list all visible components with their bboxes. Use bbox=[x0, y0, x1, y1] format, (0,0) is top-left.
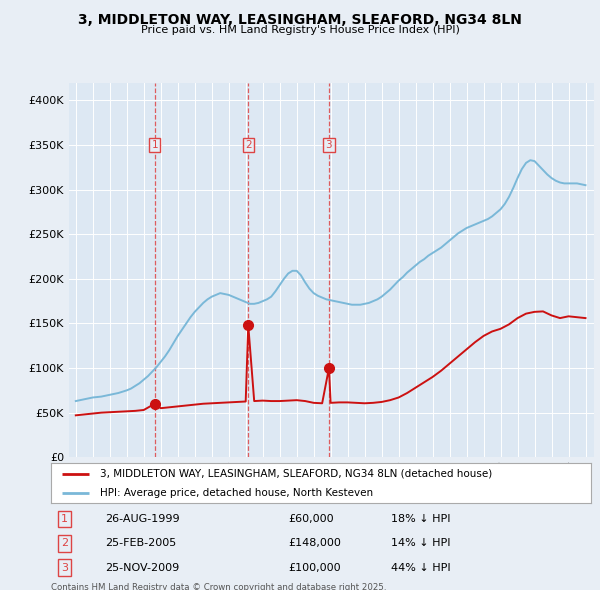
Text: £60,000: £60,000 bbox=[289, 514, 334, 525]
Text: £148,000: £148,000 bbox=[289, 539, 341, 548]
Text: 2: 2 bbox=[245, 140, 251, 150]
Text: 25-FEB-2005: 25-FEB-2005 bbox=[105, 539, 176, 548]
Text: 25-NOV-2009: 25-NOV-2009 bbox=[105, 562, 179, 572]
Text: 1: 1 bbox=[151, 140, 158, 150]
Text: HPI: Average price, detached house, North Kesteven: HPI: Average price, detached house, Nort… bbox=[100, 488, 373, 497]
Text: 2: 2 bbox=[61, 539, 68, 548]
Text: 26-AUG-1999: 26-AUG-1999 bbox=[105, 514, 179, 525]
Text: £100,000: £100,000 bbox=[289, 562, 341, 572]
Text: 44% ↓ HPI: 44% ↓ HPI bbox=[391, 562, 451, 572]
Text: 3: 3 bbox=[326, 140, 332, 150]
Text: 3, MIDDLETON WAY, LEASINGHAM, SLEAFORD, NG34 8LN: 3, MIDDLETON WAY, LEASINGHAM, SLEAFORD, … bbox=[78, 13, 522, 27]
Text: 3, MIDDLETON WAY, LEASINGHAM, SLEAFORD, NG34 8LN (detached house): 3, MIDDLETON WAY, LEASINGHAM, SLEAFORD, … bbox=[100, 469, 492, 479]
Text: Contains HM Land Registry data © Crown copyright and database right 2025.
This d: Contains HM Land Registry data © Crown c… bbox=[51, 583, 386, 590]
Text: 3: 3 bbox=[61, 562, 68, 572]
Text: Price paid vs. HM Land Registry's House Price Index (HPI): Price paid vs. HM Land Registry's House … bbox=[140, 25, 460, 35]
Text: 18% ↓ HPI: 18% ↓ HPI bbox=[391, 514, 451, 525]
Text: 14% ↓ HPI: 14% ↓ HPI bbox=[391, 539, 451, 548]
Text: 1: 1 bbox=[61, 514, 68, 525]
